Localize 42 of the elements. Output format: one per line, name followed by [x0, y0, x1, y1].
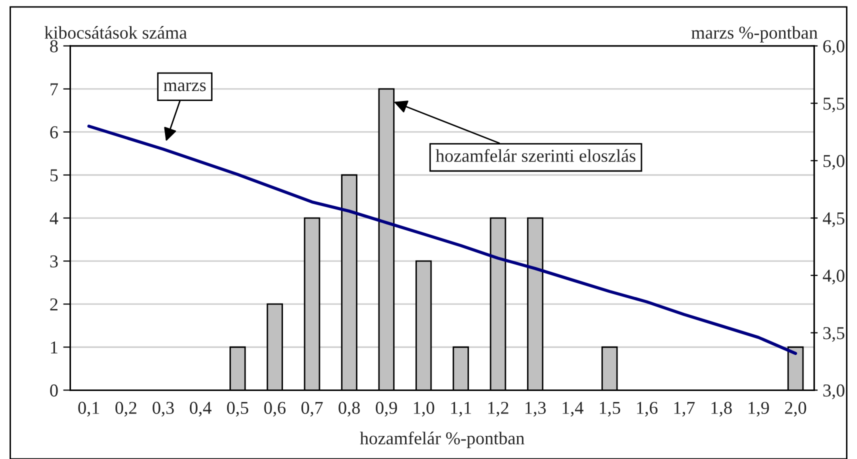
y-axis-title: kibocsátások száma: [44, 26, 187, 39]
x-tick-label: 0,1: [78, 402, 100, 417]
y-tick-label: 5: [50, 169, 58, 182]
y2-tick-label: 4,0: [822, 270, 844, 284]
x-tick-label: 0,2: [115, 402, 136, 417]
x-tick-label: 0,9: [376, 402, 397, 417]
line-series: [87, 124, 798, 355]
x-tick-label: 1,1: [451, 402, 472, 417]
x-tick-label: 1,3: [526, 402, 546, 417]
y-tick-label: 1: [51, 341, 58, 354]
x-tick-label: 1,9: [748, 402, 769, 417]
x-tick-label: 1,0: [414, 402, 434, 417]
x-tick-label: 0,6: [264, 402, 286, 417]
x-tick-label: 0,8: [338, 402, 360, 417]
y-tick-label: 2: [50, 298, 58, 310]
x-tick-label: 0,4: [190, 402, 212, 417]
x-tick-label: 0,3: [152, 402, 174, 417]
y-tick-label: 8: [50, 40, 58, 52]
y2-tick-label: 4,5: [822, 212, 844, 228]
y2-tick-label: 5,0: [824, 154, 844, 170]
y-tick-label: 0: [50, 384, 58, 397]
y-tick-label: 3: [50, 255, 58, 268]
text: marzs: [164, 82, 206, 92]
x-tick-label: 1,5: [600, 402, 620, 417]
y-tick-label: 6: [50, 126, 58, 138]
y-tick-label: 4: [50, 212, 58, 224]
y2-tick-label: 3,5: [823, 327, 844, 342]
x-tick-label: 1,7: [674, 402, 695, 417]
x-tick-label: 1,4: [562, 402, 584, 417]
y-tick-label: 7: [50, 83, 58, 96]
x-tick-label: 0,7: [301, 402, 323, 417]
y2-tick-label: 3,0: [823, 384, 844, 400]
x-axis-title: hozamfelár %-pontban: [360, 432, 524, 448]
y2-axis-title: marzs %-pontban: [691, 26, 818, 42]
x-tick-label: 1,2: [488, 402, 508, 417]
x-tick-label: 0,5: [227, 402, 248, 417]
x-tick-label: 1,8: [711, 402, 732, 417]
y2-tick-label: 5,5: [824, 98, 844, 112]
x-tick-label: 1,6: [637, 402, 658, 417]
text: hozamfelár szerinti eloszlás: [436, 149, 636, 162]
y2-tick-label: 6,0: [823, 40, 844, 55]
x-tick-label: 2,0: [785, 402, 806, 417]
